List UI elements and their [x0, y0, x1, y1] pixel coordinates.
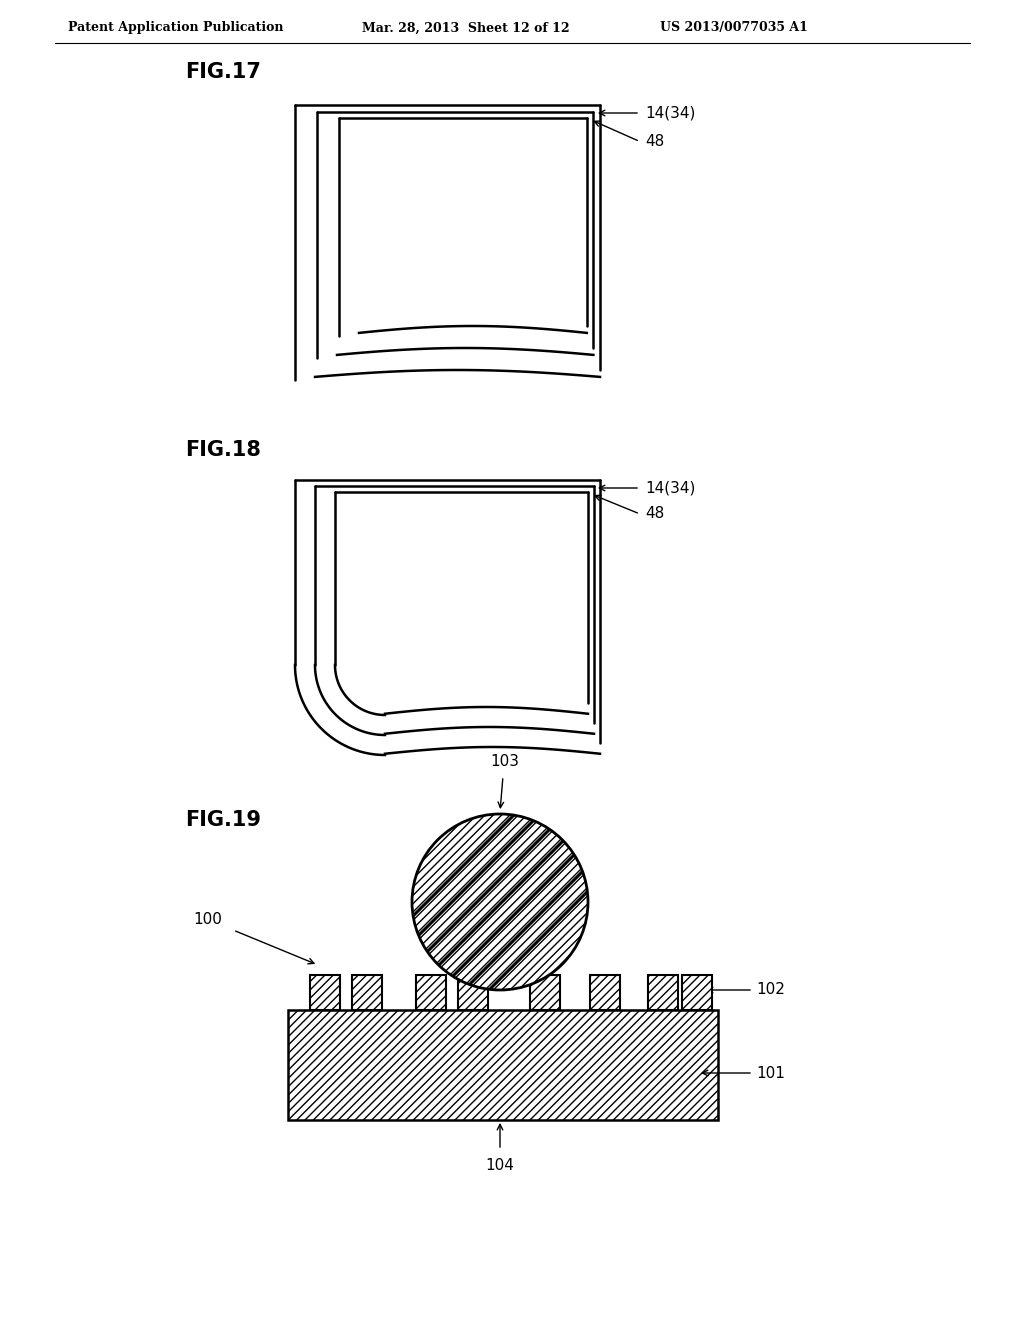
- Bar: [590, 975, 620, 1010]
- Text: 14(34): 14(34): [645, 106, 695, 120]
- Text: FIG.19: FIG.19: [185, 810, 261, 830]
- Text: Patent Application Publication: Patent Application Publication: [68, 21, 284, 34]
- Text: 104: 104: [485, 1158, 514, 1172]
- Bar: [310, 975, 340, 1010]
- Bar: [310, 975, 340, 1010]
- Bar: [352, 975, 382, 1010]
- Bar: [416, 975, 446, 1010]
- Bar: [288, 1010, 718, 1119]
- Bar: [648, 975, 678, 1010]
- Text: FIG.18: FIG.18: [185, 440, 261, 459]
- Bar: [416, 975, 446, 1010]
- Text: 48: 48: [645, 507, 665, 521]
- Bar: [530, 975, 560, 1010]
- Text: 100: 100: [193, 912, 222, 928]
- Text: 48: 48: [645, 135, 665, 149]
- Bar: [682, 975, 712, 1010]
- Bar: [458, 975, 488, 1010]
- Bar: [682, 975, 712, 1010]
- Bar: [458, 975, 488, 1010]
- Text: FIG.17: FIG.17: [185, 62, 261, 82]
- Circle shape: [412, 814, 588, 990]
- Text: 14(34): 14(34): [645, 480, 695, 495]
- Bar: [648, 975, 678, 1010]
- Text: 101: 101: [756, 1065, 784, 1081]
- Text: US 2013/0077035 A1: US 2013/0077035 A1: [660, 21, 808, 34]
- Bar: [288, 1010, 718, 1119]
- Text: 103: 103: [490, 755, 519, 770]
- Bar: [530, 975, 560, 1010]
- Bar: [590, 975, 620, 1010]
- Text: Mar. 28, 2013  Sheet 12 of 12: Mar. 28, 2013 Sheet 12 of 12: [362, 21, 569, 34]
- Text: 102: 102: [756, 982, 784, 998]
- Bar: [352, 975, 382, 1010]
